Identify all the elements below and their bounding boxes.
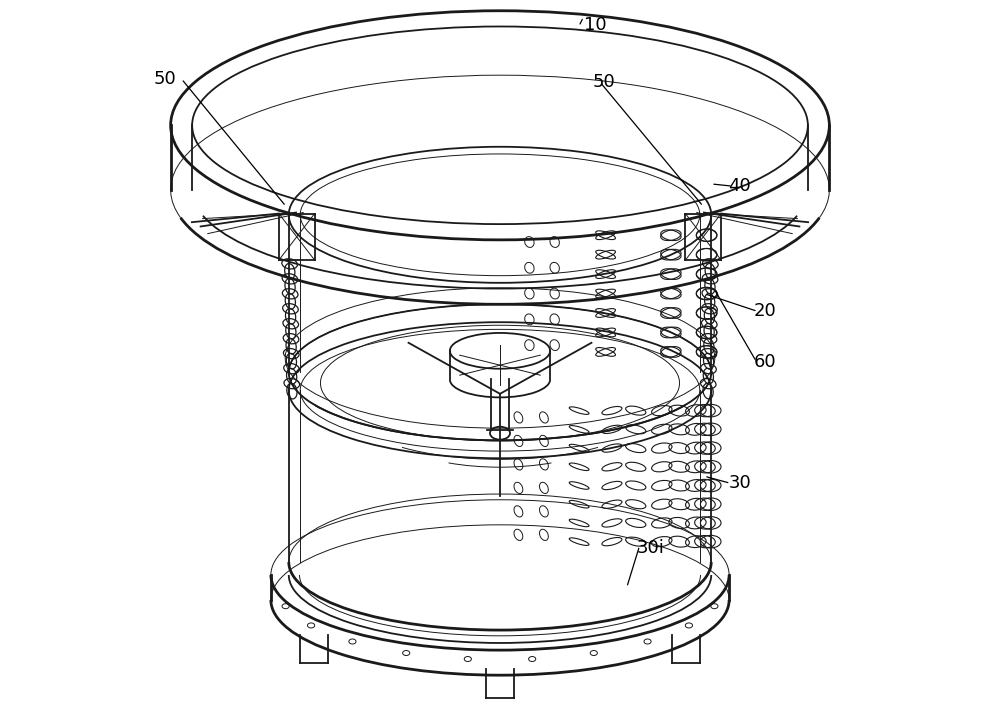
Text: 30: 30 <box>728 474 751 493</box>
Text: 50: 50 <box>592 73 615 92</box>
Text: 40: 40 <box>728 177 751 195</box>
Text: 10: 10 <box>584 16 606 34</box>
Text: 20: 20 <box>754 302 776 321</box>
Text: 60: 60 <box>754 352 776 371</box>
Text: 30i: 30i <box>636 538 664 557</box>
Text: 50: 50 <box>154 69 176 88</box>
